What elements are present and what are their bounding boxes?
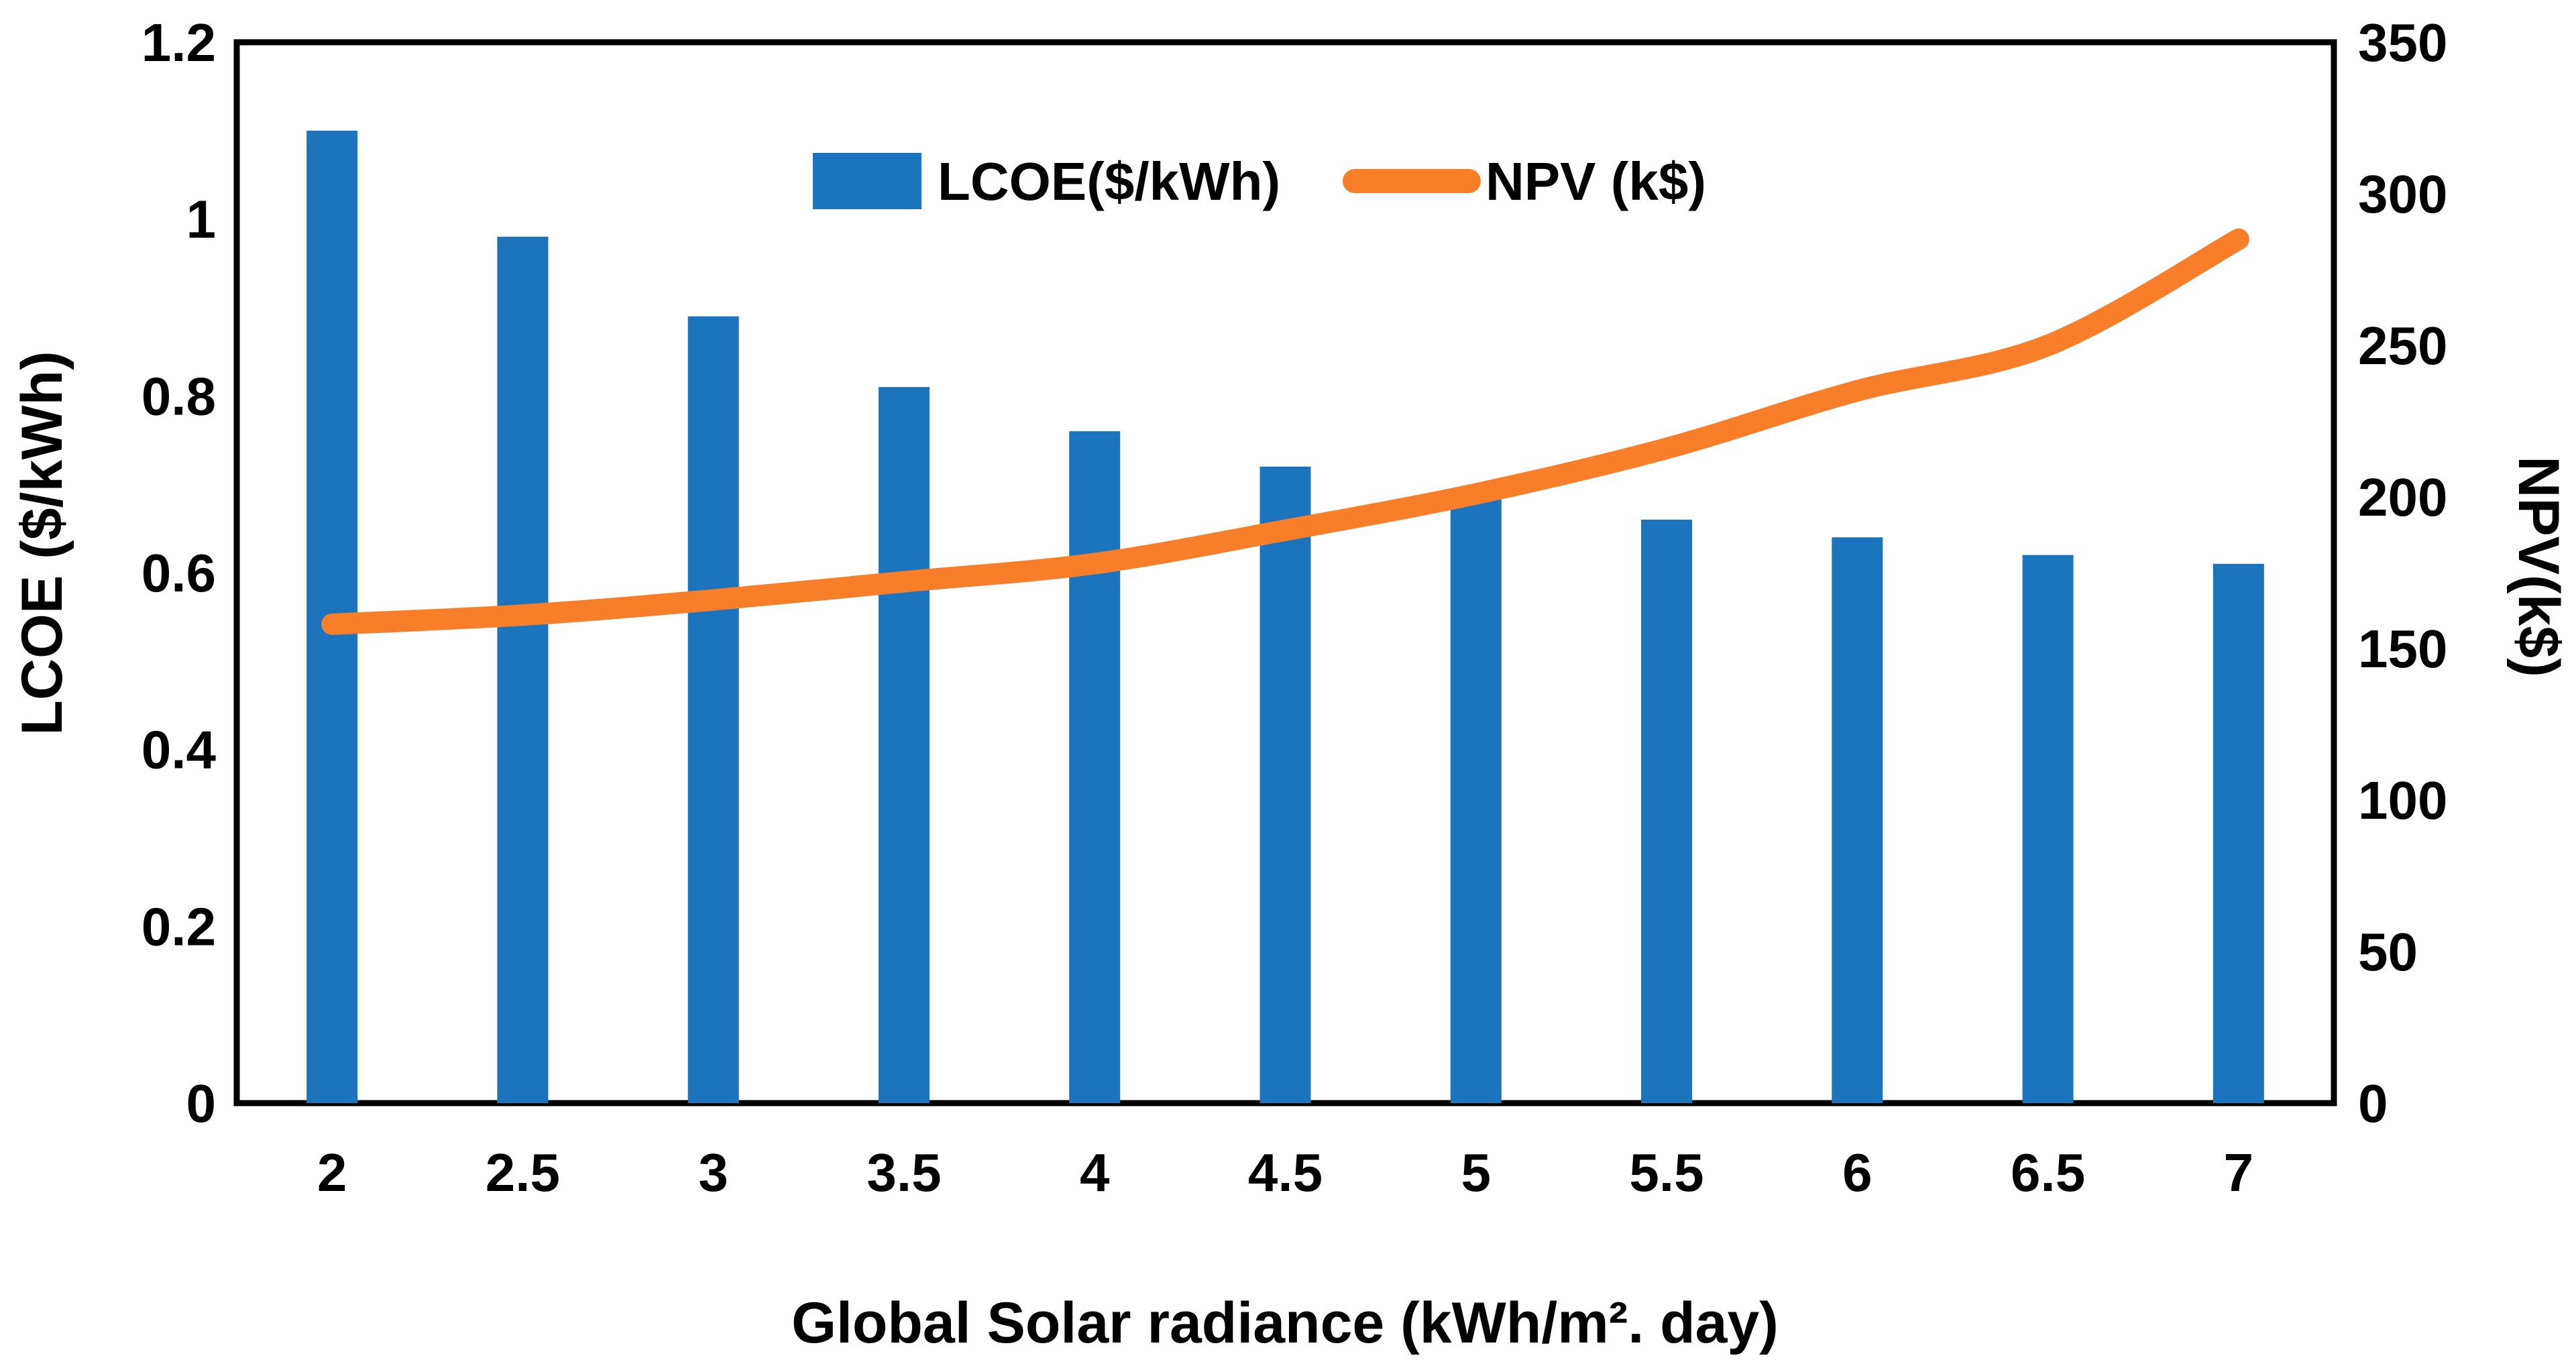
right-tick-250: 250 [2358,316,2447,376]
x-label-4: 4 [1080,1143,1110,1202]
x-label-2.5: 2.5 [486,1143,560,1202]
npv-line [321,228,2249,635]
bar-lcoe-6.5 [2022,555,2074,1103]
left-tick-1: 1 [186,190,217,249]
right-tick-100: 100 [2358,771,2447,830]
left-tick-0.2: 0.2 [142,897,216,956]
right-axis-tick-labels: 0 50 100 150 200 250 300 350 [2358,13,2447,1133]
x-label-3.5: 3.5 [866,1143,941,1202]
x-label-5: 5 [1461,1143,1492,1202]
left-axis-title: LCOE ($/kWh) [10,351,74,735]
bar-lcoe-5.5 [1641,519,1693,1103]
right-tick-350: 350 [2358,13,2447,72]
x-axis-category-labels: 2 2.5 3 3.5 4 4.5 5 5.5 6 6.5 7 [317,1143,2253,1202]
right-tick-200: 200 [2358,467,2447,527]
x-axis-title: Global Solar radiance (kWh/m². day) [791,1291,1779,1355]
bar-lcoe-5 [1450,493,1502,1103]
lcoe-bar-series [306,130,2264,1103]
npv-legend-label: NPV (k$) [1486,152,1706,211]
bar-lcoe-6 [1832,537,1883,1103]
left-axis-tick-labels: 0 0.2 0.4 0.6 0.8 1 1.2 [142,13,217,1133]
left-tick-0: 0 [186,1074,217,1133]
left-tick-0.8: 0.8 [142,366,216,426]
lcoe-legend-swatch [813,153,921,209]
bar-lcoe-3.5 [878,387,930,1103]
lcoe-legend-label: LCOE($/kWh) [938,152,1280,211]
bar-lcoe-4 [1069,431,1121,1103]
x-label-2: 2 [317,1143,347,1202]
x-label-7: 7 [2224,1143,2254,1202]
x-label-4.5: 4.5 [1248,1143,1323,1202]
right-axis-title: NPV(k$) [2506,456,2571,677]
x-label-5.5: 5.5 [1629,1143,1703,1202]
legend: LCOE($/kWh) NPV (k$) [813,152,1706,211]
x-label-6.5: 6.5 [2011,1143,2085,1202]
right-tick-150: 150 [2358,619,2447,679]
right-tick-300: 300 [2358,164,2447,224]
npv-line-series [321,228,2249,635]
left-tick-0.6: 0.6 [142,543,216,603]
left-tick-1.2: 1.2 [142,13,216,72]
bar-lcoe-2.5 [497,237,549,1103]
x-label-3: 3 [698,1143,728,1202]
right-tick-50: 50 [2358,922,2418,982]
x-label-6: 6 [1842,1143,1872,1202]
right-tick-0: 0 [2358,1074,2388,1133]
left-tick-0.4: 0.4 [142,720,217,780]
bar-lcoe-4.5 [1259,466,1311,1103]
bar-lcoe-3 [687,316,739,1103]
bar-lcoe-7 [2213,563,2264,1103]
